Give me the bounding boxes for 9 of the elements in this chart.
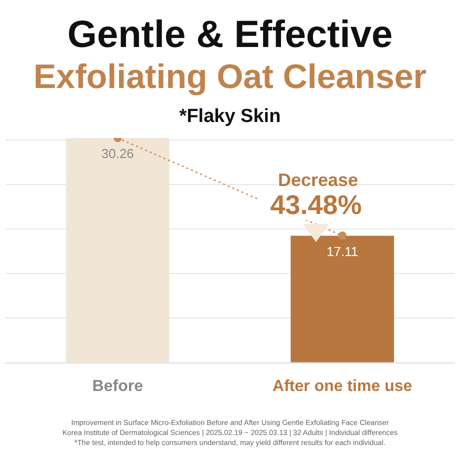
text: *Flaky Skin	[178, 106, 282, 128]
x-tick-label: After one time use	[272, 378, 412, 395]
data-label: 30.26	[101, 146, 134, 162]
annotation: 43.48%	[258, 190, 374, 220]
annotation: Decrease	[278, 170, 358, 191]
data-label: 17.11	[326, 244, 358, 259]
chart-title: Gentle & Effective	[66, 14, 394, 56]
chart-subtitle: Exfoliating Oat Cleanser	[32, 57, 428, 98]
x-tick-label: Before	[92, 378, 144, 395]
